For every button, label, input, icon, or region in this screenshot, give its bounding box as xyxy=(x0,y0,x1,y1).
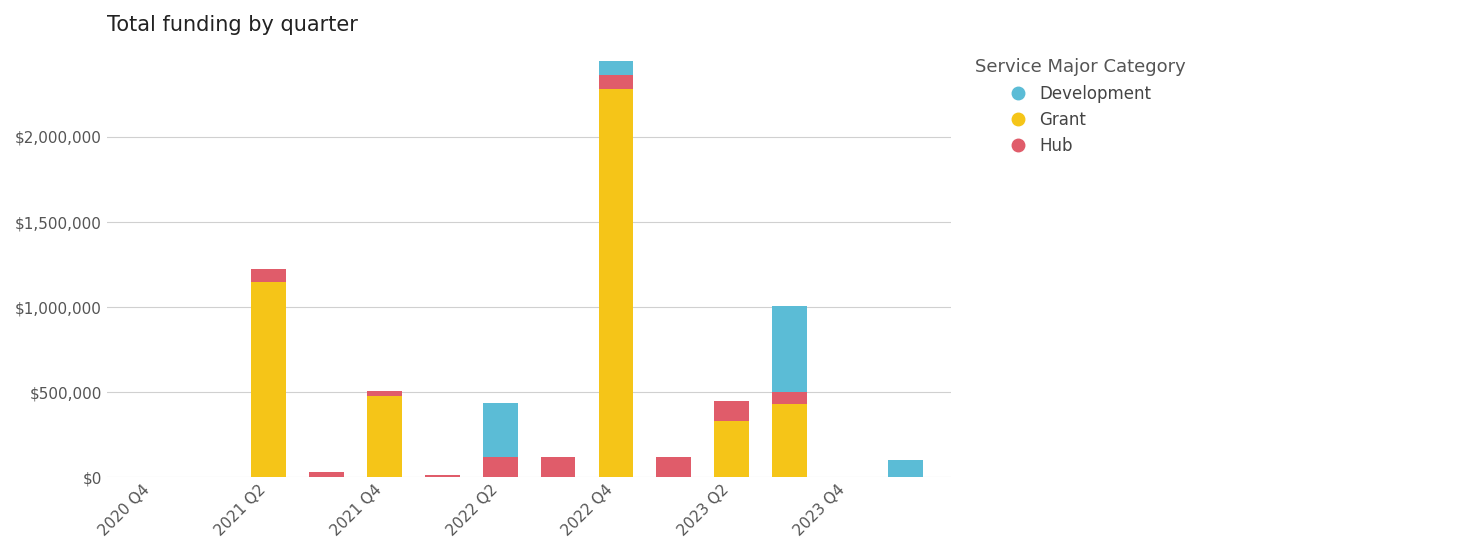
Bar xyxy=(368,396,401,478)
Legend: Development, Grant, Hub: Development, Grant, Hub xyxy=(968,52,1193,162)
Bar xyxy=(310,473,344,478)
Bar xyxy=(483,457,518,478)
Bar xyxy=(657,457,691,478)
Bar xyxy=(599,75,633,89)
Bar xyxy=(251,269,286,281)
Bar xyxy=(599,89,633,478)
Text: Total funding by quarter: Total funding by quarter xyxy=(106,15,357,35)
Bar xyxy=(772,392,807,404)
Bar xyxy=(368,391,401,396)
Bar xyxy=(772,306,807,392)
Bar xyxy=(889,460,922,478)
Bar xyxy=(251,281,286,478)
Bar xyxy=(425,475,459,478)
Bar xyxy=(599,61,633,75)
Bar xyxy=(483,403,518,457)
Bar xyxy=(540,457,576,478)
Bar xyxy=(714,401,748,421)
Bar xyxy=(772,404,807,478)
Bar xyxy=(714,421,748,478)
